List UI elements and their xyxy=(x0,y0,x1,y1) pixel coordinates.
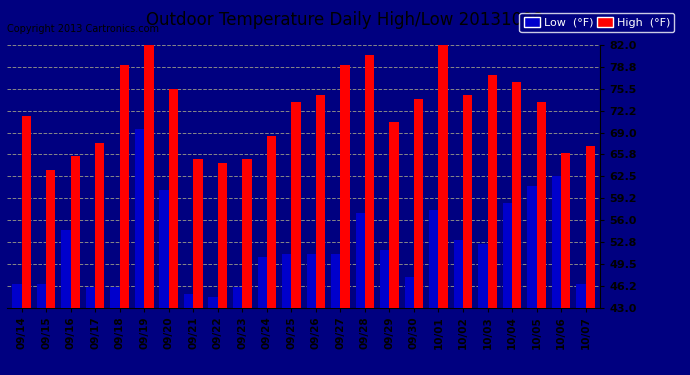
Bar xyxy=(242,159,252,308)
Text: Copyright 2013 Cartronics.com: Copyright 2013 Cartronics.com xyxy=(7,24,159,34)
Bar xyxy=(95,142,104,308)
Bar xyxy=(429,210,438,308)
Bar xyxy=(552,176,561,308)
Bar xyxy=(331,254,340,308)
Bar xyxy=(478,243,488,308)
Bar xyxy=(561,153,571,308)
Bar xyxy=(233,287,242,308)
Bar xyxy=(70,156,80,308)
Bar xyxy=(355,213,365,308)
Bar xyxy=(316,96,325,308)
Bar xyxy=(512,82,522,308)
Bar xyxy=(86,287,95,308)
Bar xyxy=(438,45,448,308)
Bar xyxy=(110,287,119,308)
Bar xyxy=(282,254,291,308)
Bar xyxy=(380,250,389,307)
Bar xyxy=(453,240,463,308)
Bar xyxy=(389,122,399,308)
Legend: Low  (°F), High  (°F): Low (°F), High (°F) xyxy=(520,13,674,32)
Bar xyxy=(208,297,218,307)
Bar xyxy=(414,99,423,308)
Bar xyxy=(306,254,316,308)
Bar xyxy=(291,102,301,308)
Bar xyxy=(119,65,129,308)
Bar xyxy=(576,284,586,308)
Bar xyxy=(488,75,497,308)
Bar xyxy=(463,96,472,308)
Bar xyxy=(37,284,46,308)
Text: Outdoor Temperature Daily High/Low 20131008: Outdoor Temperature Daily High/Low 20131… xyxy=(146,11,544,29)
Bar xyxy=(193,159,203,308)
Bar xyxy=(159,190,169,308)
Bar xyxy=(537,102,546,308)
Bar xyxy=(503,203,512,308)
Bar xyxy=(135,129,144,308)
Bar xyxy=(21,116,31,308)
Bar xyxy=(586,146,595,308)
Bar xyxy=(12,284,21,308)
Bar xyxy=(184,294,193,307)
Bar xyxy=(267,136,276,308)
Bar xyxy=(340,65,350,308)
Bar xyxy=(144,42,154,308)
Bar xyxy=(404,277,414,308)
Bar xyxy=(365,55,374,308)
Bar xyxy=(169,89,178,308)
Bar xyxy=(527,186,537,308)
Bar xyxy=(61,230,70,308)
Bar xyxy=(46,170,55,308)
Bar xyxy=(257,257,267,307)
Bar xyxy=(218,163,227,308)
